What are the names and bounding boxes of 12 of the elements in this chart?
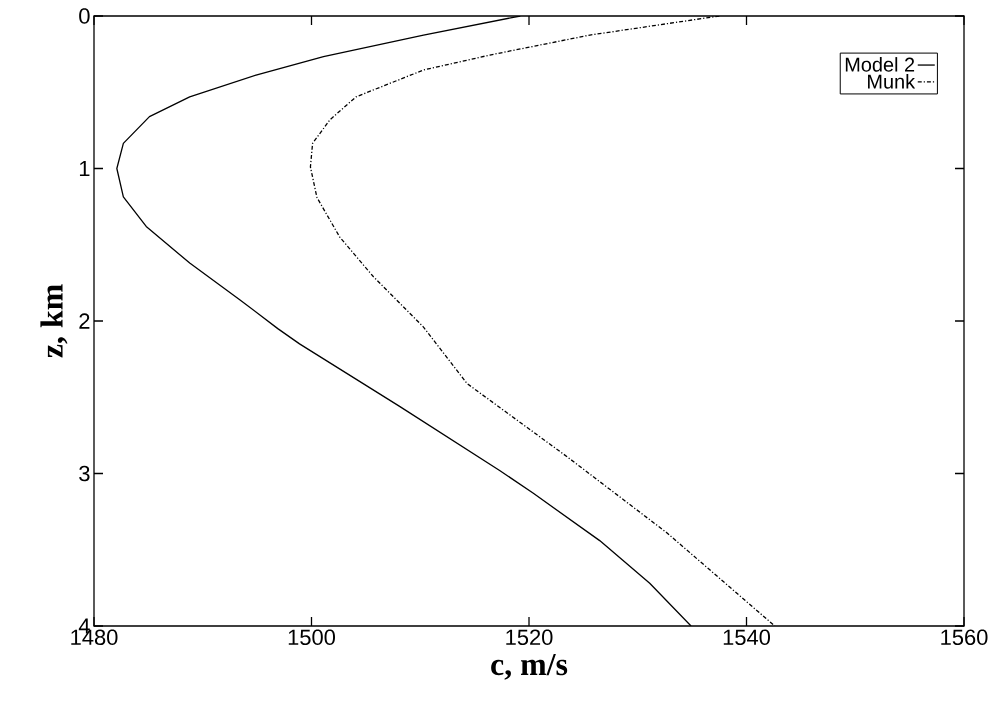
x-tick-label: 1560 [941,629,988,646]
y-tick-label: 2 [79,313,90,329]
y-tick-label: 0 [79,8,90,24]
y-tick-label: 1 [79,160,90,177]
legend-label: Munk [868,74,916,89]
x-axis-title: c, m/s [491,653,568,680]
x-tick-label: 1540 [723,629,771,646]
legend-label: Model 2 [845,57,915,72]
x-tick-label: 1520 [506,629,553,646]
y-tick-label: 3 [79,465,90,482]
x-tick-label: 1500 [288,629,336,646]
y-axis-title: z, km [40,284,68,358]
